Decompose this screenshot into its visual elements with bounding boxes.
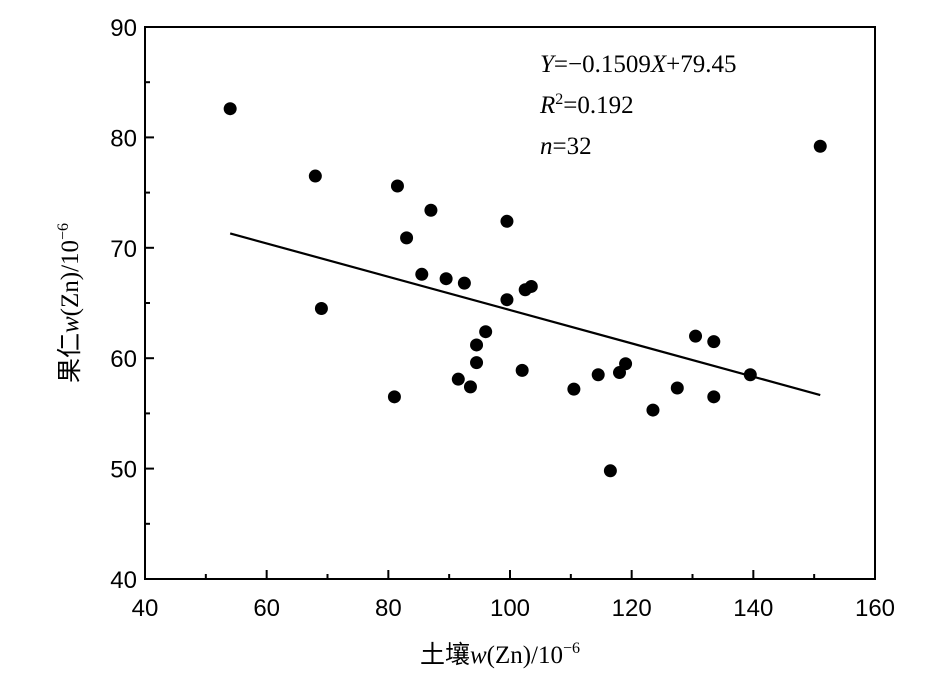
equation-annotation: Y=−0.1509X+79.45 [540, 51, 737, 78]
data-point [646, 403, 660, 417]
y-tick-label: 70 [110, 236, 137, 263]
data-point [500, 293, 514, 307]
data-point [390, 179, 404, 193]
equation-y-var: Y [540, 51, 557, 78]
y-title-unit: (Zn)/10 [57, 240, 84, 316]
x-title-var: w [470, 642, 487, 669]
regression-line [229, 232, 821, 397]
r2-value: =0.192 [563, 92, 633, 119]
y-tick-label: 90 [110, 15, 137, 42]
x-title-exponent: −6 [563, 640, 580, 657]
y-tick-label: 40 [110, 567, 137, 594]
x-axis-title: 土壤w(Zn)/10−6 [420, 640, 580, 669]
y-title-exponent: −6 [55, 223, 72, 240]
data-point [314, 302, 328, 316]
x-tick-label: 160 [855, 595, 895, 622]
r-squared-annotation: R2=0.192 [539, 91, 634, 119]
data-point [813, 139, 827, 153]
x-tick-label: 80 [375, 595, 402, 622]
data-point [470, 338, 484, 352]
data-point [400, 231, 414, 245]
x-tick-label: 140 [733, 595, 773, 622]
data-point [415, 267, 429, 281]
n-annotation: n=32 [540, 133, 592, 160]
data-point [470, 356, 484, 370]
data-point [387, 390, 401, 404]
x-tick-label: 100 [490, 595, 530, 622]
data-point [451, 372, 465, 386]
y-tick-label: 60 [110, 346, 137, 373]
data-point [619, 357, 633, 371]
data-point [223, 102, 237, 116]
data-points [223, 102, 827, 478]
y-tick-label: 50 [110, 457, 137, 484]
y-title-chinese: 果仁 [56, 333, 84, 383]
n-symbol: n [540, 133, 553, 160]
r2-symbol: R [539, 92, 555, 119]
data-point [500, 214, 514, 228]
data-point [603, 464, 617, 478]
data-point [524, 279, 538, 293]
x-axis: 40 60 80 100 120 140 160 [132, 570, 895, 622]
equation-x-var: X [650, 51, 668, 78]
x-tick-label: 120 [612, 595, 652, 622]
data-point [567, 382, 581, 396]
r2-superscript: 2 [555, 91, 563, 108]
data-point [439, 272, 453, 286]
data-point [591, 368, 605, 382]
data-point [515, 363, 529, 377]
y-tick-label: 80 [110, 125, 137, 152]
y-axis-title: 果仁w(Zn)/10−6 [55, 223, 84, 383]
x-tick-label: 60 [253, 595, 280, 622]
n-value: =32 [553, 133, 592, 160]
data-point [707, 390, 721, 404]
data-point [479, 325, 493, 339]
x-tick-label: 40 [132, 595, 159, 622]
data-point [457, 276, 471, 290]
data-point [424, 203, 438, 217]
data-point [670, 381, 684, 395]
data-point [707, 335, 721, 349]
data-point [689, 329, 703, 343]
x-title-chinese: 土壤 [420, 641, 470, 669]
data-point [308, 169, 322, 183]
equation-intercept: +79.45 [666, 51, 736, 78]
regression-line-group [229, 232, 821, 397]
y-title-var: w [57, 316, 84, 333]
data-point [463, 380, 477, 394]
y-axis: 40 50 60 70 80 90 [110, 15, 154, 594]
equation-slope: =−0.1509 [554, 51, 651, 78]
x-title-unit: (Zn)/10 [487, 642, 563, 669]
